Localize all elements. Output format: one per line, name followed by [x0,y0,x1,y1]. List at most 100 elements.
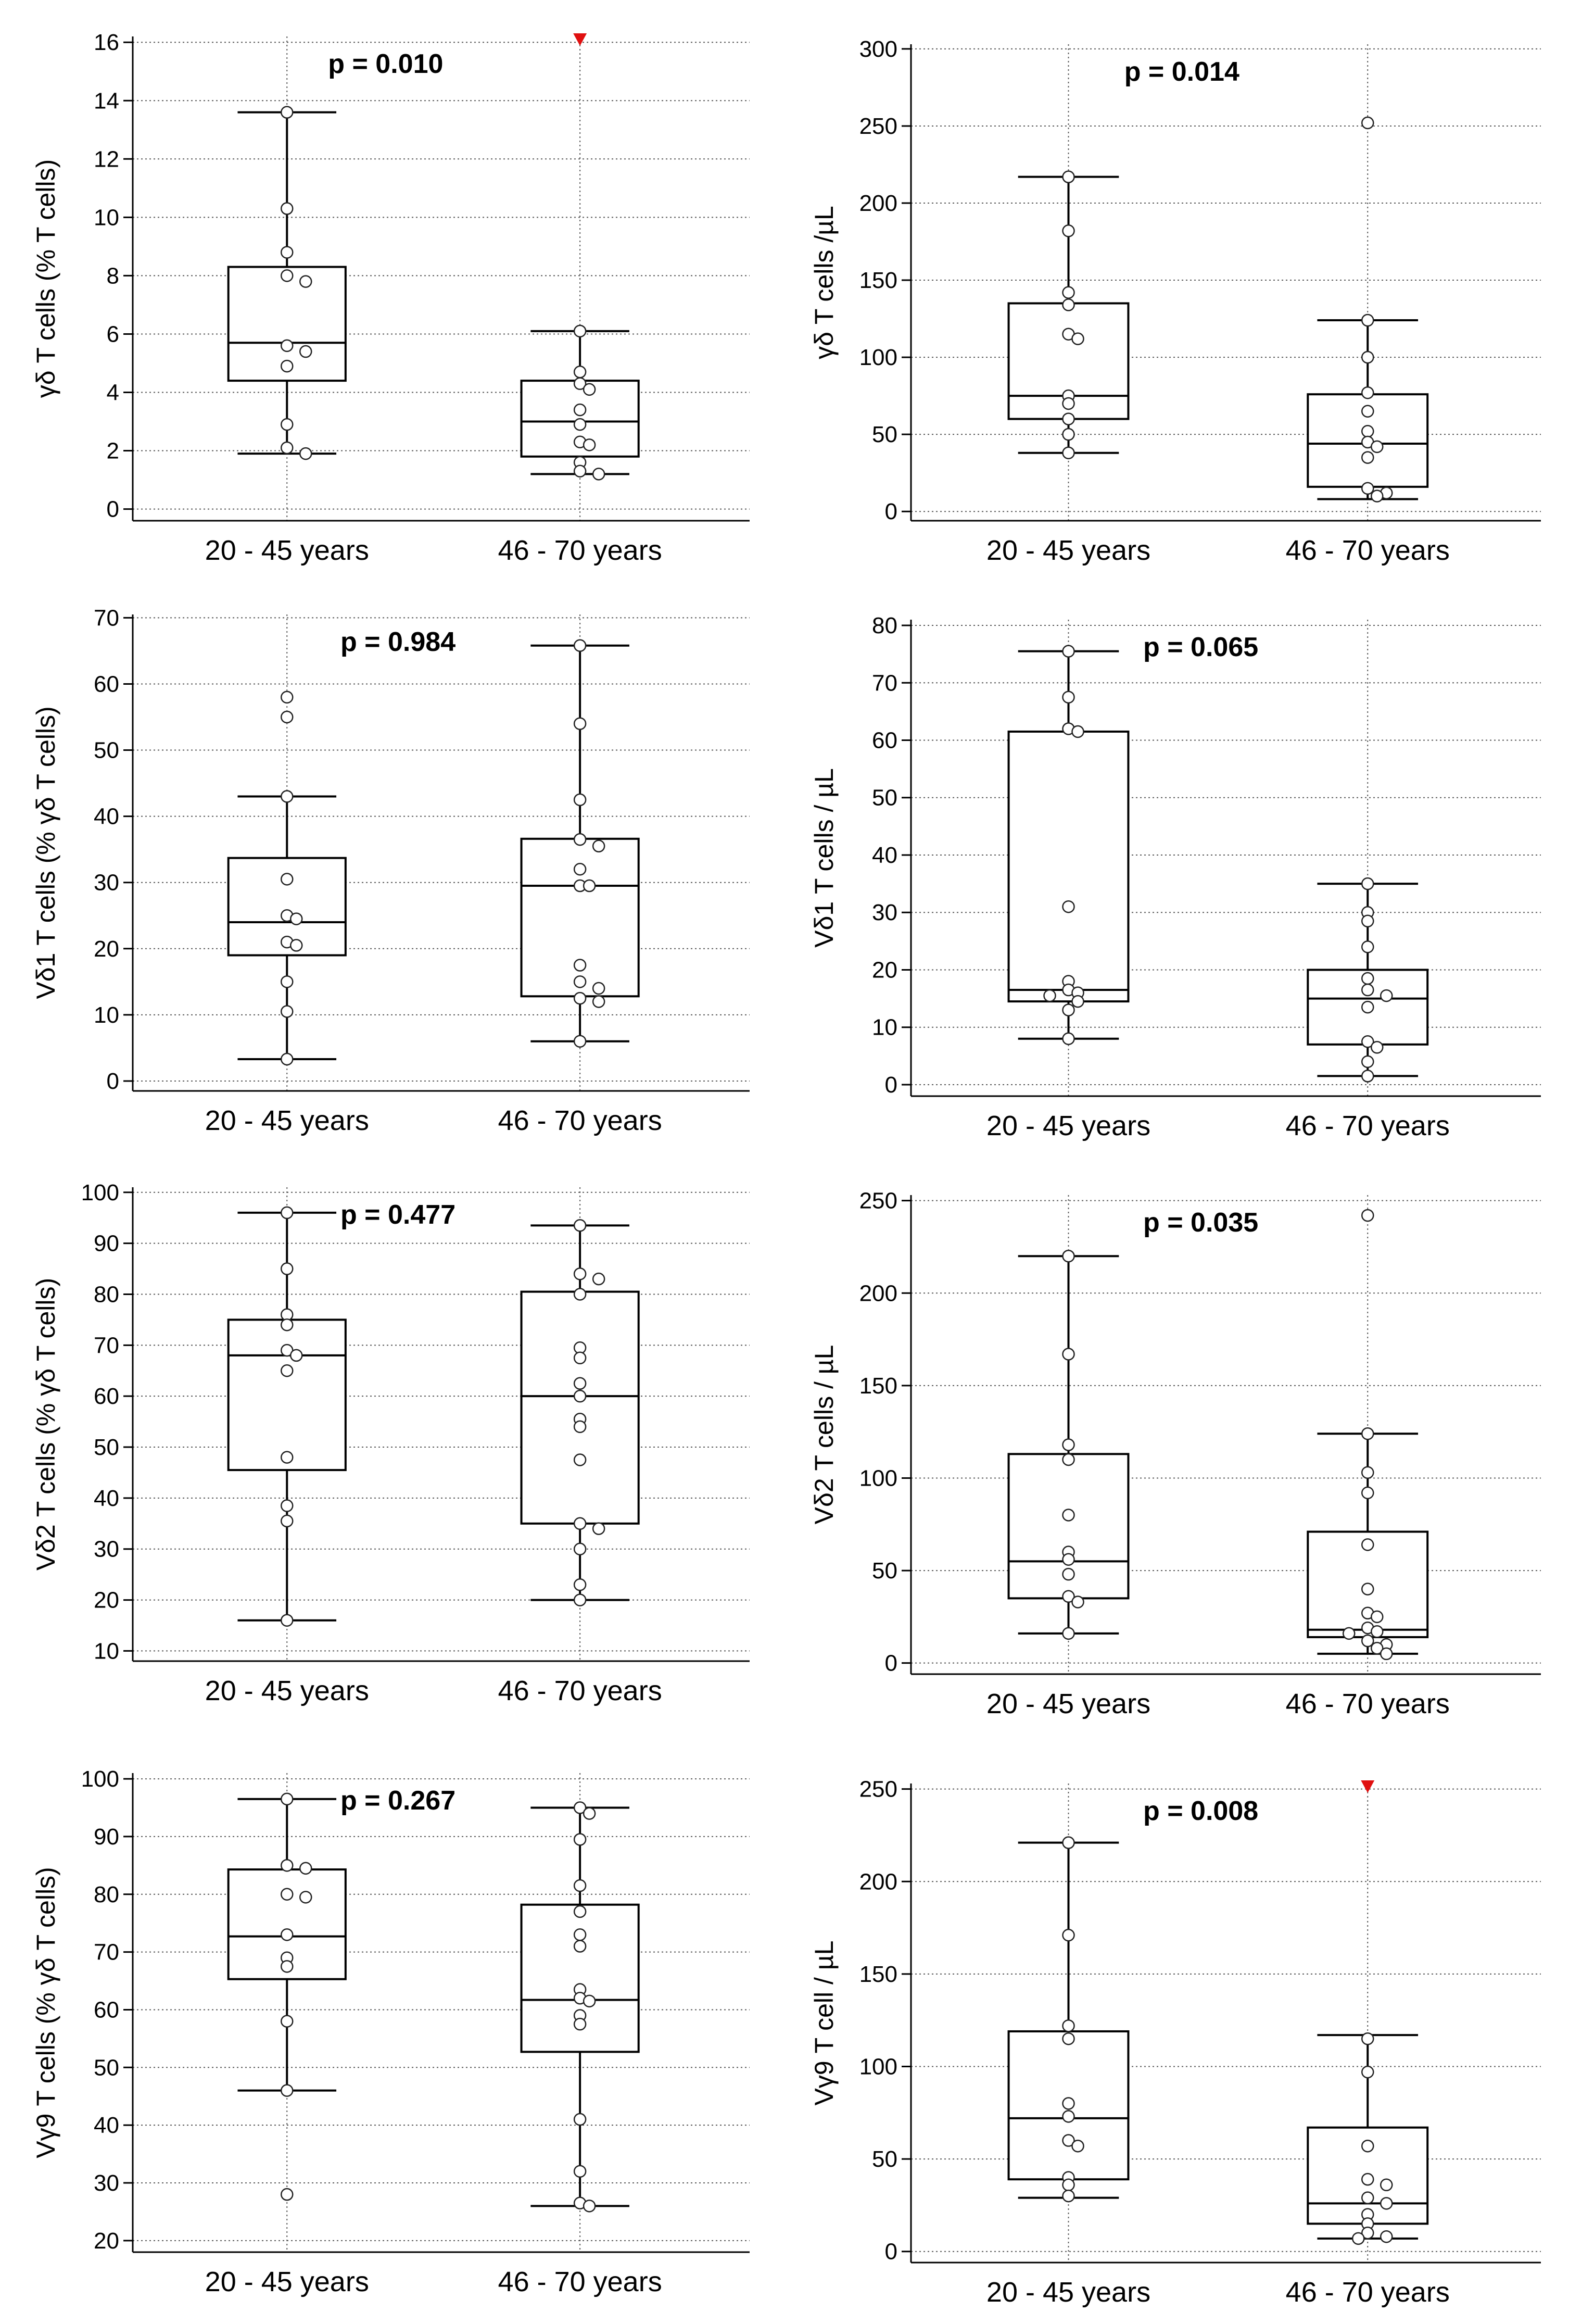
data-point [1062,2097,1075,2110]
y-tick-label: 50 [872,2146,897,2172]
y-tick-label: 0 [885,1072,897,1098]
data-point [1380,2230,1393,2243]
data-point [573,717,587,730]
y-tick-label: 30 [94,1537,119,1562]
data-point [1361,2065,1374,2079]
x-category-label: 46 - 70 years [1286,535,1450,566]
y-axis-label: γδ T cells (% T cells) [31,159,60,398]
data-point [281,1052,294,1066]
y-tick-label: 60 [94,1384,119,1409]
data-point [1062,1003,1075,1016]
data-point [281,2188,294,2201]
y-tick-label: 10 [94,1002,119,1028]
y-tick-label: 150 [859,1962,897,1987]
y-tick-label: 50 [94,1435,119,1460]
y-tick-label: 100 [81,1766,119,1792]
y-tick-label: 100 [859,1465,897,1491]
y-tick-label: 2 [107,438,119,464]
data-point [573,639,587,652]
data-point [281,246,294,259]
y-tick-label: 8 [107,263,119,288]
y-axis-label: Vδ1 T cells / µL [809,768,839,948]
data-point [1062,1348,1075,1361]
data-point [1380,2197,1393,2210]
data-point [1361,1055,1374,1069]
x-category-label: 20 - 45 years [986,1688,1150,1719]
data-point [573,418,587,431]
data-point [1343,1627,1356,1640]
data-point [1062,900,1075,913]
data-point [1361,1427,1374,1440]
data-point [1361,2139,1374,2153]
data-point [573,1219,587,1232]
data-point [592,1272,605,1286]
y-tick-label: 60 [872,728,897,753]
data-point [1071,995,1084,1008]
data-point [573,1801,587,1814]
data-point [573,1267,587,1280]
y-axis-label: Vγ9 T cells (% γδ T cells) [31,1867,60,2158]
data-point [573,377,587,390]
y-tick-label: 20 [94,1588,119,1613]
data-point [1062,1567,1075,1581]
data-point [1062,1929,1075,1942]
data-point [1361,350,1374,364]
data-point [1380,1647,1393,1661]
data-point [573,1879,587,1892]
y-tick-label: 50 [872,422,897,447]
data-point [1380,989,1393,1002]
x-category-label: 46 - 70 years [1286,1110,1450,1141]
x-category-label: 46 - 70 years [498,1675,662,1706]
y-tick-label: 50 [94,738,119,763]
data-point [573,975,587,988]
y-tick-label: 12 [94,146,119,172]
data-point [1062,298,1075,311]
data-point [281,1888,294,1901]
y-tick-label: 10 [94,1638,119,1664]
data-point [299,447,312,460]
data-point [281,1206,294,1220]
y-tick-label: 90 [94,1824,119,1850]
panel-gd-percent-t-cells: 0 2 4 6 8 10 12 14 16 γδ T cells (% T cells) p = 0… [31,30,750,566]
outlier-offscale-marker [1361,1780,1375,1793]
data-point [592,839,605,853]
data-point [1062,1453,1075,1466]
y-tick-label: 250 [859,1188,897,1214]
data-point [1371,489,1384,503]
data-point [1062,2110,1075,2123]
x-category-label: 46 - 70 years [498,535,662,566]
data-point [1062,1553,1075,1566]
data-point [583,1807,596,1820]
y-tick-label: 0 [885,1651,897,1676]
y-tick-label: 70 [94,1333,119,1358]
y-tick-label: 6 [107,321,119,347]
data-point [1371,1610,1384,1624]
data-point [592,982,605,995]
y-tick-label: 200 [859,191,897,216]
data-point [1361,914,1374,928]
data-point [1361,2226,1374,2240]
data-point [573,1377,587,1390]
data-point [583,383,596,396]
panel-vd2-per-ul: 0 50 100 150 200 250 Vδ2 T cells / µL p = 0.035… [809,1188,1541,1719]
data-point [1352,2232,1365,2245]
p-value-label: p = 0.010 [328,49,443,79]
y-tick-label: 70 [94,605,119,631]
data-point [583,2200,596,2213]
x-category-label: 46 - 70 years [498,1105,662,1136]
data-point [583,879,596,893]
data-point [281,1318,294,1331]
data-point [573,1928,587,1941]
data-point [1062,645,1075,658]
data-point [281,1451,294,1464]
y-tick-label: 80 [94,1282,119,1307]
data-point [1062,1590,1075,1603]
panel-gd-per-ul: 0 50 100 150 200 250 300 γδ T cells /µL p = 0.01… [809,36,1541,566]
box-iqr [520,837,640,998]
x-category-label: 20 - 45 years [986,1110,1150,1141]
data-point [281,441,294,455]
data-point [1361,425,1374,438]
data-point [281,418,294,431]
data-point [281,1859,294,1872]
y-tick-label: 90 [94,1231,119,1257]
